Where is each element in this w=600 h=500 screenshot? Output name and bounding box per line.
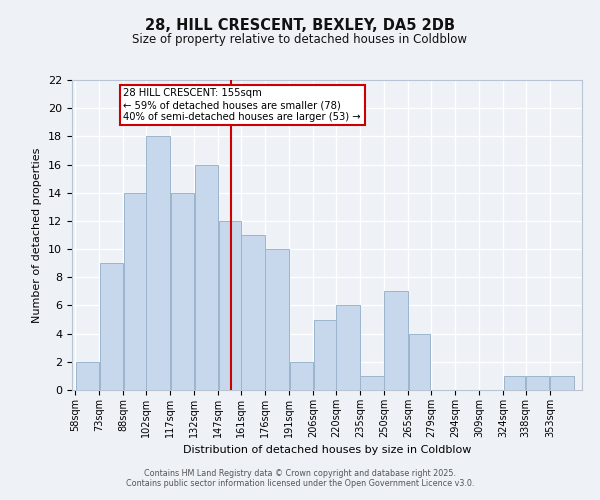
Bar — [265, 249, 289, 390]
Bar — [124, 192, 146, 390]
Bar — [290, 362, 313, 390]
Bar — [314, 320, 335, 390]
Bar — [146, 136, 170, 390]
Bar — [219, 221, 241, 390]
Text: 28, HILL CRESCENT, BEXLEY, DA5 2DB: 28, HILL CRESCENT, BEXLEY, DA5 2DB — [145, 18, 455, 32]
Bar — [503, 376, 526, 390]
Text: Size of property relative to detached houses in Coldblow: Size of property relative to detached ho… — [133, 32, 467, 46]
Bar — [526, 376, 550, 390]
Bar — [194, 164, 218, 390]
Text: Contains HM Land Registry data © Crown copyright and database right 2025.: Contains HM Land Registry data © Crown c… — [144, 468, 456, 477]
Bar — [336, 306, 359, 390]
Bar — [550, 376, 574, 390]
Y-axis label: Number of detached properties: Number of detached properties — [32, 148, 43, 322]
Bar — [100, 263, 123, 390]
Bar — [241, 235, 265, 390]
Bar — [409, 334, 430, 390]
Text: Contains public sector information licensed under the Open Government Licence v3: Contains public sector information licen… — [126, 478, 474, 488]
Text: 28 HILL CRESCENT: 155sqm
← 59% of detached houses are smaller (78)
40% of semi-d: 28 HILL CRESCENT: 155sqm ← 59% of detach… — [124, 88, 361, 122]
X-axis label: Distribution of detached houses by size in Coldblow: Distribution of detached houses by size … — [183, 446, 471, 456]
Bar — [170, 192, 194, 390]
Bar — [361, 376, 384, 390]
Bar — [385, 292, 408, 390]
Bar — [76, 362, 99, 390]
